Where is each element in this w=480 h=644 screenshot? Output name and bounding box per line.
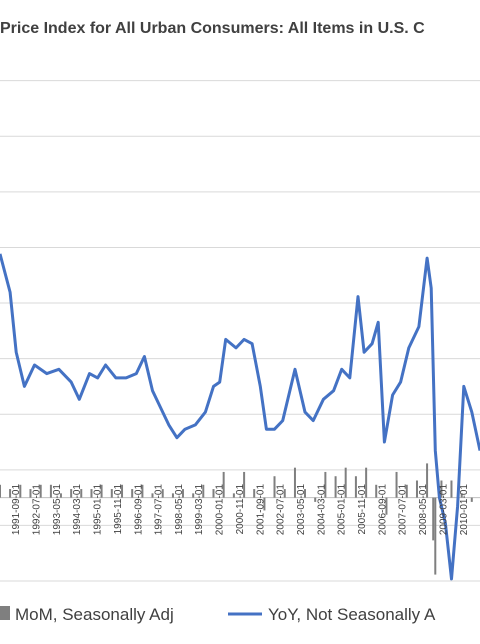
mom-bar: [314, 497, 317, 502]
mom-bar: [354, 476, 357, 498]
mom-bar: [80, 489, 83, 498]
legend-label-mom: MoM, Seasonally Adj: [15, 605, 174, 624]
mom-bar: [131, 489, 134, 498]
x-tick-label: 2010-01-01: [459, 484, 470, 536]
x-tick-label: 2001-09-01: [255, 484, 266, 536]
mom-bar: [426, 463, 429, 498]
mom-bar: [232, 493, 235, 498]
mom-bar: [460, 493, 463, 498]
mom-bar: [395, 471, 398, 498]
mom-bar: [385, 497, 388, 515]
mom-bar: [141, 484, 144, 498]
x-tick-label: 2000-11-01: [235, 484, 246, 535]
mom-bar: [171, 493, 174, 498]
mom-bar: [151, 493, 154, 498]
x-tick-label: 2009-03-01: [438, 484, 449, 536]
mom-bar: [415, 480, 418, 498]
mom-bar: [450, 480, 453, 498]
mom-bar: [9, 489, 12, 498]
mom-bar: [161, 489, 164, 498]
x-tick-label: 1995-11-01: [113, 484, 124, 535]
legend: MoM, Seasonally Adj YoY, Not Seasonally …: [0, 605, 436, 624]
x-tick-label: 1993-05-01: [52, 484, 63, 536]
x-tick-label: 1994-03-01: [72, 484, 83, 536]
mom-bar: [440, 480, 443, 498]
x-tick-label: 2002-07-01: [276, 484, 287, 536]
mom-bar: [19, 484, 22, 498]
x-tick-label: 1997-07-01: [154, 484, 165, 536]
mom-bar: [344, 467, 347, 498]
mom-bar: [222, 471, 225, 498]
yoy-line-group: [0, 253, 480, 581]
mom-bar: [253, 489, 256, 498]
x-tick-label: 1998-05-01: [174, 484, 185, 536]
mom-bar: [293, 467, 296, 498]
x-tick-label: 1992-07-01: [32, 484, 43, 536]
x-tick-label: 2006-09-01: [377, 484, 388, 536]
mom-bar: [365, 467, 368, 498]
mom-bar: [49, 484, 52, 498]
x-tick-label: 2007-07-01: [398, 484, 409, 536]
mom-bar: [303, 489, 306, 498]
x-tick-label: 1996-09-01: [133, 484, 144, 536]
mom-bar: [181, 489, 184, 498]
mom-bar: [243, 471, 246, 498]
mom-bar: [434, 497, 437, 575]
mom-bar: [90, 489, 93, 498]
mom-bar: [39, 484, 42, 498]
mom-bar: [263, 497, 266, 511]
legend-label-yoy: YoY, Not Seasonally A: [268, 605, 436, 624]
mom-bar: [212, 489, 215, 498]
mom-bar: [121, 484, 124, 498]
chart-title: Price Index for All Urban Consumers: All…: [0, 20, 425, 37]
mom-bars: [0, 463, 473, 575]
mom-bar: [375, 484, 378, 498]
x-tick-label: 1995-01-01: [93, 484, 104, 536]
x-tick-label: 1991-09-01: [11, 484, 22, 536]
mom-bar: [470, 497, 473, 502]
mom-bar: [29, 489, 32, 498]
x-tick-label: 2004-03-01: [316, 484, 327, 536]
legend-swatch-mom: [0, 606, 10, 620]
gridlines: [0, 80, 480, 582]
x-tick-label: 2000-01-01: [215, 484, 226, 536]
mom-bar: [273, 476, 276, 498]
x-tick-label: 2005-01-01: [337, 484, 348, 536]
mom-bar: [334, 476, 337, 498]
mom-bar: [432, 497, 435, 541]
x-tick-label: 2003-05-01: [296, 484, 307, 536]
mom-bar: [283, 489, 286, 498]
mom-bar: [70, 489, 73, 498]
yoy-line: [0, 253, 480, 581]
x-tick-label: 2008-05-01: [418, 484, 429, 536]
mom-bar: [192, 493, 195, 498]
x-tick-label: 1999-03-01: [194, 484, 205, 536]
mom-bar: [110, 489, 113, 498]
mom-bar: [59, 493, 62, 498]
mom-bar: [324, 471, 327, 498]
x-axis-tick-labels: 1991-09-01 1992-07-01 1993-05-01 1994-03-01…: [11, 484, 470, 536]
x-tick-label: 2005-11-01: [357, 484, 368, 535]
mom-bar: [100, 484, 103, 498]
mom-bar: [0, 484, 1, 498]
mom-bar: [202, 484, 205, 498]
mom-bar: [405, 484, 408, 498]
